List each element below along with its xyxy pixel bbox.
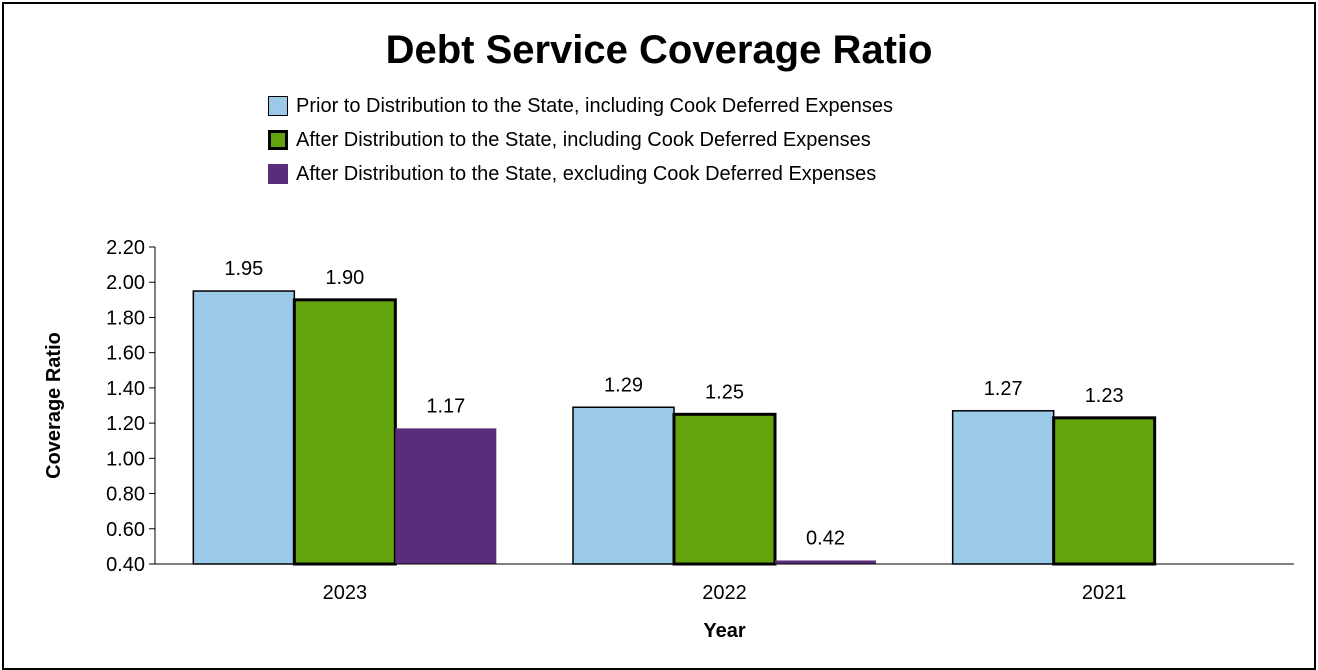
legend-swatch-purple [268,164,288,184]
y-tick-label: 1.60 [106,343,145,365]
data-label: 1.23 [1085,385,1124,407]
bar-2021-series-1 [951,410,1055,565]
y-tick-label: 0.80 [106,484,145,506]
bar-2023-series-3 [395,428,497,564]
y-tick-label: 0.40 [106,554,145,576]
legend-swatch-green [268,130,288,150]
y-tick-label: 1.80 [106,307,145,329]
y-tick-label: 2.00 [106,272,145,294]
bar-2023-series-1 [192,290,296,565]
data-label: 1.95 [224,258,263,280]
bar-2023-series-2 [292,298,397,566]
x-tick-label: 2022 [702,582,747,604]
y-tick-label: 1.20 [106,413,145,435]
data-label: 1.17 [426,395,465,417]
y-tick-label: 1.40 [106,378,145,400]
data-label: 1.25 [705,381,744,403]
x-tick-label: 2023 [323,582,368,604]
chart-title: Debt Service Coverage Ratio [385,28,933,72]
y-axis-title: Coverage Ratio [43,332,65,479]
bar-2022-series-3 [775,560,876,564]
x-axis-title: Year [703,620,745,642]
chart-legend: Prior to Distribution to the State, incl… [268,94,893,198]
data-label: 1.27 [984,378,1023,400]
data-label: 1.90 [325,267,364,289]
y-tick-label: 1.00 [106,448,145,470]
x-tick-label: 2021 [1082,582,1127,604]
legend-swatch-light-blue [268,96,288,116]
y-tick-label: 2.20 [106,237,145,259]
bar-2022-series-2 [672,412,777,566]
legend-item-after-excluding: After Distribution to the State, excludi… [268,162,893,185]
data-label: 1.29 [604,374,643,396]
data-label: 0.42 [806,527,845,549]
bar-2021-series-2 [1052,416,1157,566]
legend-item-after-including: After Distribution to the State, includi… [268,128,893,151]
legend-item-prior-including: Prior to Distribution to the State, incl… [268,94,893,117]
bar-2022-series-1 [572,406,675,565]
legend-label: After Distribution to the State, excludi… [296,162,877,185]
legend-label: After Distribution to the State, includi… [296,128,871,151]
legend-label: Prior to Distribution to the State, incl… [296,94,893,117]
y-tick-label: 0.60 [106,519,145,541]
